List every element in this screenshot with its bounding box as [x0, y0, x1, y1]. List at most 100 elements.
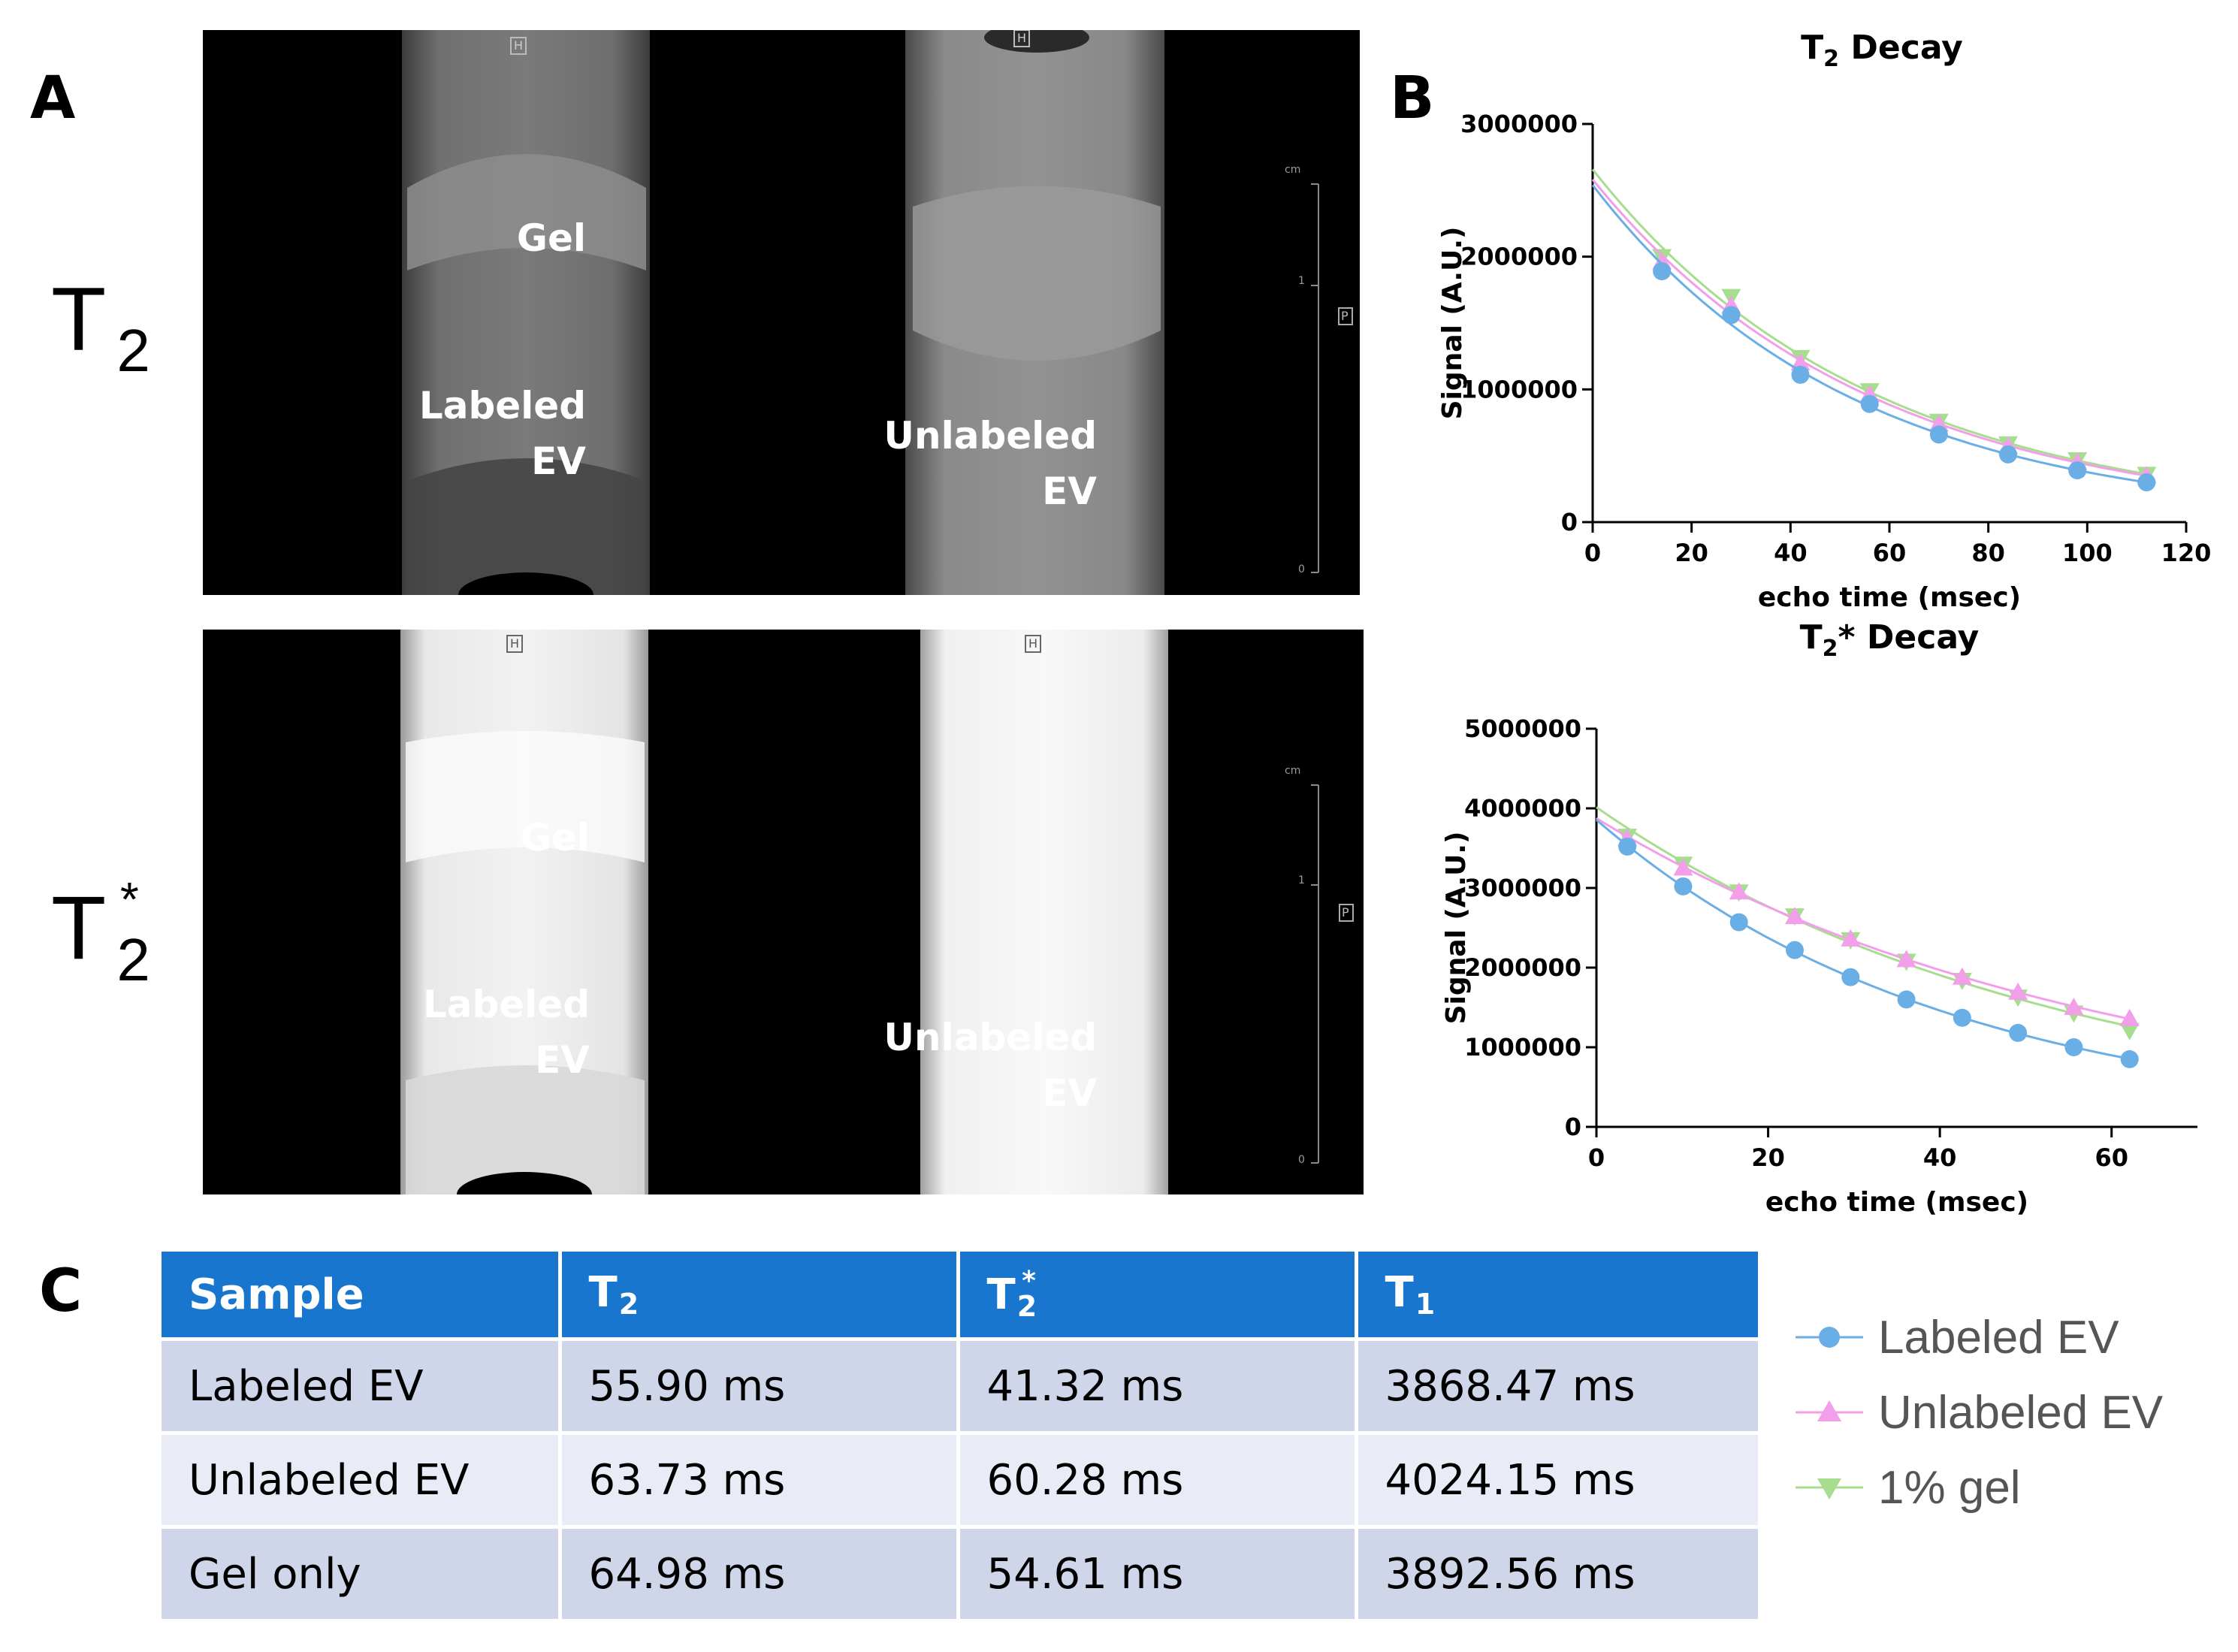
- data-point: [1841, 968, 1860, 986]
- x-tick-label: 60: [1873, 539, 1907, 567]
- series-unlabeled-ev: [1596, 817, 2140, 1026]
- x-tick-label: 20: [1675, 539, 1708, 567]
- mri-t2-scale-tick-0: 0: [1298, 563, 1305, 575]
- x-tick-label: 100: [2062, 539, 2113, 567]
- series-labeled-ev: [1591, 184, 2156, 491]
- data-point: [1785, 907, 1805, 925]
- mri-t2-star-label-gel: Gel: [520, 816, 590, 859]
- mri-t2-label-labeled-ev: Labeled EV: [418, 384, 586, 483]
- series-fit-line: [1596, 817, 2131, 1020]
- series-fit-line: [1591, 184, 2147, 484]
- row-label-t2-star: T 2*: [51, 872, 150, 993]
- y-tick-label: 5000000: [1464, 714, 1581, 743]
- series-unlabeled-ev: [1591, 179, 2157, 484]
- y-tick-label: 0: [1561, 508, 1578, 536]
- data-point: [1791, 365, 1810, 384]
- y-axis-label: Signal (A.U.): [1441, 832, 1472, 1025]
- table-cell: Unlabeled EV: [162, 1431, 562, 1527]
- panel-label-b: B: [1390, 65, 1435, 132]
- x-tick-label: 60: [2095, 1143, 2128, 1172]
- mri-t2-star-label-unlabeled-ev: Unlabeled EV: [883, 1016, 1097, 1115]
- table-header-row: Sample T2 T2* T1: [162, 1252, 1758, 1339]
- mri-image-t2: Gel Labeled EV Unlabeled EV cm 1 0 P H H: [203, 23, 1360, 618]
- table-row: Unlabeled EV 63.73 ms 60.28 ms 4024.15 m…: [162, 1431, 1758, 1527]
- table-cell: 63.73 ms: [560, 1431, 960, 1527]
- table-header-t1: T1: [1356, 1252, 1758, 1339]
- data-point: [1729, 913, 1748, 932]
- series-fit-line: [1591, 179, 2147, 477]
- data-point: [1896, 950, 1916, 968]
- data-point: [1618, 837, 1637, 856]
- y-tick-label: 3000000: [1460, 110, 1578, 138]
- table-cell: Gel only: [162, 1525, 562, 1619]
- table-header-t2-star: T2*: [958, 1252, 1358, 1339]
- data-point: [2008, 982, 2028, 1000]
- mri-image-t2-star: Gel Labeled EV Unlabeled EV cm 1 0 P H H: [203, 630, 1364, 1217]
- data-point: [1841, 929, 1861, 947]
- legend-item-gel: 1% gel: [1796, 1461, 2021, 1514]
- mri-t2-star-scale-unit: cm: [1285, 765, 1301, 777]
- legend-item-unlabeled-ev: Unlabeled EV: [1796, 1386, 2163, 1439]
- mri-t2-star-graphic: [203, 630, 1364, 1217]
- y-tick-label: 0: [1565, 1113, 1581, 1141]
- data-point: [1952, 967, 1972, 985]
- triangle-down-marker-icon: [1796, 1478, 1863, 1499]
- x-tick-label: 0: [1588, 1143, 1605, 1172]
- chart-title: T2 Decay: [1801, 29, 1963, 72]
- x-tick-label: 120: [2161, 539, 2212, 567]
- mri-t2-star-top-marker-left: H: [510, 636, 520, 651]
- data-point: [1790, 353, 1811, 370]
- table-cell: 3892.56 ms: [1356, 1525, 1758, 1619]
- data-point: [1729, 882, 1749, 900]
- table-cell: 41.32 ms: [958, 1337, 1358, 1433]
- y-tick-label: 2000000: [1464, 953, 1581, 982]
- mri-t2-top-marker-left: H: [514, 38, 524, 53]
- data-point: [2119, 1008, 2140, 1026]
- y-tick-label: 4000000: [1464, 794, 1581, 823]
- series-labeled-ev: [1596, 819, 2139, 1068]
- mri-t2-graphic: [203, 23, 1360, 618]
- data-point: [2064, 1038, 2083, 1056]
- y-tick-label: 1000000: [1460, 375, 1578, 403]
- legend-item-labeled-ev: Labeled EV: [1796, 1311, 2119, 1364]
- data-point: [1953, 1008, 1971, 1027]
- data-point: [1860, 394, 1879, 413]
- x-tick-label: 40: [1923, 1143, 1957, 1172]
- x-tick-label: 20: [1751, 1143, 1785, 1172]
- chart-title: T2* Decay: [1800, 624, 1980, 662]
- data-point: [2064, 998, 2084, 1015]
- mri-t2-star-orientation-marker: P: [1342, 905, 1349, 920]
- data-point: [1673, 858, 1693, 876]
- data-point: [1674, 877, 1693, 895]
- data-point: [1897, 990, 1916, 1009]
- data-point: [2009, 1023, 2028, 1042]
- table-cell: 55.90 ms: [560, 1337, 960, 1433]
- data-point: [2120, 1049, 2139, 1068]
- mri-t2-orientation-marker: P: [1341, 309, 1349, 323]
- legend-label: Unlabeled EV: [1878, 1386, 2164, 1439]
- data-point: [1929, 425, 1948, 444]
- mri-t2-star-scale-tick-0: 0: [1298, 1154, 1305, 1166]
- y-tick-label: 3000000: [1464, 874, 1581, 902]
- series-fit-line: [1596, 806, 2131, 1028]
- legend-label: Labeled EV: [1878, 1311, 2119, 1364]
- t2-star-decay-chart: T2* Decay 0 1000000 2000000 3000000 4000000 50…: [1441, 624, 2197, 1218]
- data-point: [2137, 473, 2156, 491]
- x-tick-label: 0: [1584, 539, 1601, 567]
- x-axis-label: echo time (msec): [1765, 1187, 2028, 1218]
- table-cell: 3868.47 ms: [1356, 1337, 1758, 1433]
- panel-label-c: C: [39, 1258, 83, 1325]
- mri-t2-star-label-labeled-ev: Labeled EV: [422, 983, 590, 1082]
- data-point: [2068, 461, 2087, 480]
- data-point: [1786, 941, 1804, 959]
- data-point: [2119, 1022, 2140, 1040]
- data-point: [1722, 306, 1741, 325]
- y-axis-label: Signal (A.U.): [1437, 227, 1468, 420]
- x-tick-label: 40: [1774, 539, 1808, 567]
- data-point: [1999, 445, 2017, 464]
- x-tick-label: 80: [1971, 539, 2005, 567]
- mri-t2-scale-unit: cm: [1285, 164, 1301, 176]
- legend-label: 1% gel: [1878, 1461, 2021, 1514]
- t2-decay-chart: T2 Decay 0 1000000 2000000 3000000 0 20 40 60 80 1…: [1437, 29, 2212, 613]
- chart-legend: Labeled EV Unlabeled EV 1% gel: [1796, 1311, 2216, 1551]
